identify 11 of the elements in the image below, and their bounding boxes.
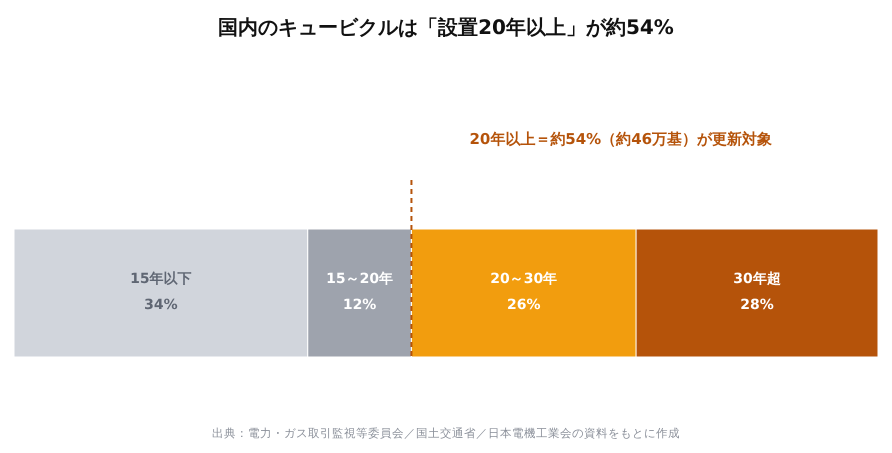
- series-label: 20～30年: [490, 271, 558, 287]
- series-label: 15年以下: [130, 271, 192, 287]
- data-label: 34%: [144, 297, 178, 313]
- ref-line-label: 20年以上＝約54%（約46万基）が更新対象: [469, 130, 772, 148]
- source-note: 出典：電力・ガス取引監視等委員会／国土交通省／日本電機工業会の資料をもとに作成: [212, 426, 680, 440]
- series-label: 15～20年: [326, 271, 394, 287]
- chart-title: 国内のキュービクルは「設置20年以上」が約54%: [218, 15, 674, 39]
- data-label: 26%: [507, 297, 541, 313]
- data-label: 12%: [342, 297, 376, 313]
- data-label: 28%: [740, 297, 774, 313]
- series-label: 30年超: [733, 271, 781, 287]
